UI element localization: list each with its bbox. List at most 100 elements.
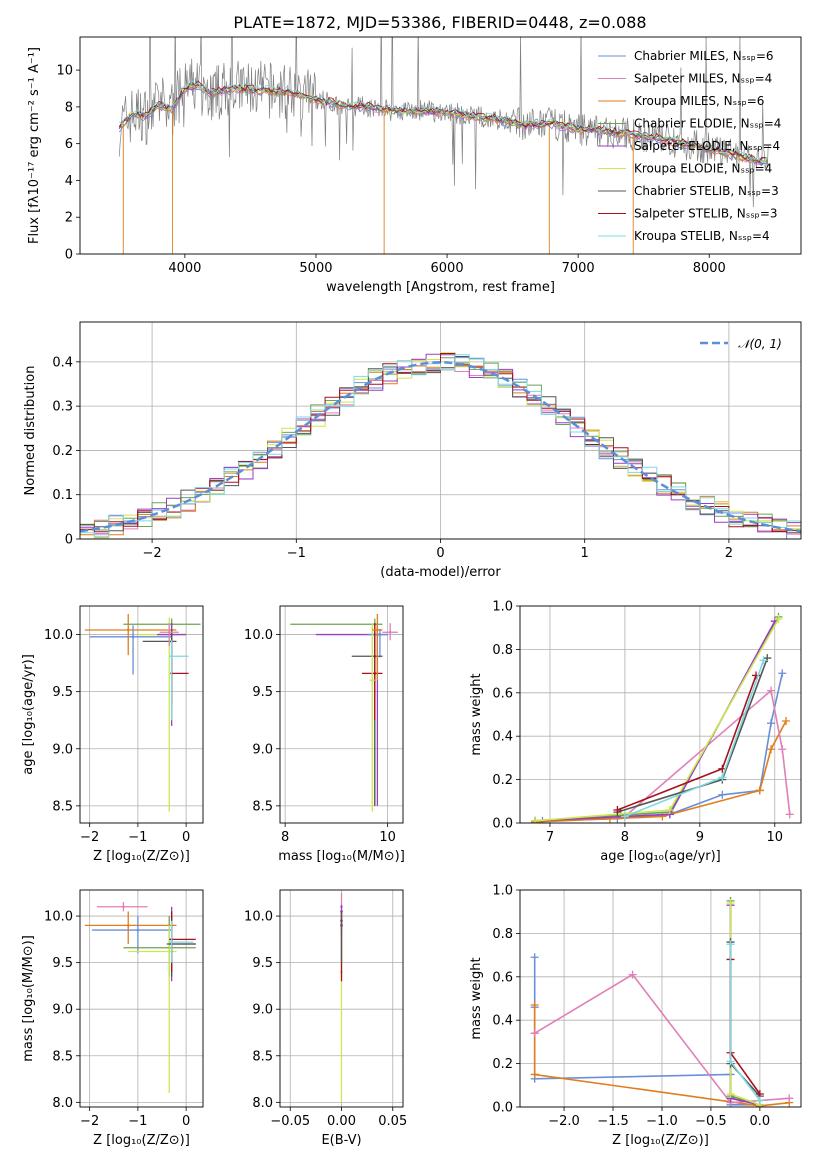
- x-tick-label: −1: [128, 830, 147, 845]
- x-tick-label: 10: [766, 830, 783, 845]
- y-tick-label: 8.5: [52, 1049, 73, 1064]
- x-tick-label: −1.5: [597, 1114, 629, 1129]
- legend-entry: Kroupa ELODIE, Nₛₛₚ=4: [634, 162, 772, 176]
- data-point: [131, 635, 135, 639]
- y-tick-label: 0.0: [492, 817, 513, 832]
- plot-frame: [279, 605, 404, 824]
- age-vs-mass-axes: 8 10 8.5 9.0 9.5 10.0 mass [log₁₀(M/M⊙)]: [244, 605, 405, 864]
- x-axis-label: age [log₁₀(age/yr)]: [600, 849, 721, 864]
- y-tick-label: 0.3: [52, 400, 73, 415]
- mass-vs-Z-marks: [84, 902, 196, 1094]
- weight-vs-Z-axes: −2.0 −1.5 −1.0 −0.5 0.0 0.0 0.2 0.4 0.6 0.8 1.0 Z […: [469, 884, 802, 1148]
- legend-entry: 𝒩(0, 1): [738, 337, 782, 351]
- y-axis-label: age [log₁₀(age/yr)]: [21, 654, 36, 775]
- x-tick-label: −0.5: [695, 1114, 727, 1129]
- y-axis-label: Normed distribution: [23, 366, 38, 496]
- y-tick-label: 8: [65, 100, 73, 115]
- x-axis-label: Z [log₁₀(Z/Z⊙)]: [93, 849, 190, 864]
- y-tick-label: 10.0: [44, 910, 73, 925]
- data-point: [170, 940, 173, 944]
- y-tick-label: 9.0: [52, 742, 73, 757]
- gaussian-curve: [80, 361, 801, 533]
- weight-marker: [530, 1070, 539, 1079]
- y-tick-label: 8.0: [252, 1096, 273, 1111]
- y-axis-label: mass [log₁₀(M/M⊙)]: [21, 935, 36, 1062]
- data-point: [170, 654, 173, 658]
- y-tick-label: 9.0: [252, 742, 273, 757]
- y-tick-label: 0: [65, 533, 73, 548]
- y-tick-label: 10.0: [244, 628, 273, 643]
- plot-frame: [519, 889, 802, 1108]
- weight-marker: [718, 790, 727, 799]
- plot-frame: [79, 605, 204, 824]
- y-tick-label: 0.0: [492, 1101, 513, 1116]
- data-point: [126, 628, 130, 632]
- legend-entry: Kroupa MILES, Nₛₛₚ=6: [634, 94, 764, 108]
- weight-marker: [613, 805, 622, 814]
- x-tick-label: 10: [379, 830, 396, 845]
- x-axis-label: Z [log₁₀(Z/Z⊙)]: [93, 1133, 190, 1148]
- y-tick-label: 2: [65, 211, 73, 226]
- weight-marker: [782, 717, 791, 726]
- data-point: [167, 950, 171, 953]
- spectrum-legend: Chabrier MILES, Nₛₛₚ=6 Salpeter MILES, Nₛ…: [598, 49, 781, 243]
- x-tick-label: 0.0: [750, 1114, 771, 1129]
- x-tick-label: 8: [621, 830, 629, 845]
- weight-line: [534, 720, 787, 823]
- y-tick-label: 10.0: [44, 628, 73, 643]
- x-tick-label: 0: [436, 546, 444, 561]
- y-tick-label: 0.8: [492, 643, 513, 658]
- y-tick-label: 8.0: [52, 1096, 73, 1111]
- weight-line: [729, 905, 761, 1106]
- x-tick-label: −0.05: [270, 1114, 310, 1129]
- age-vs-Z-axes: −2 −1 0 8.5 9.0 9.5 10.0 Z [log₁₀(Z/Z⊙)] age [lo…: [21, 605, 204, 864]
- weight-marker: [718, 773, 727, 782]
- y-tick-label: 0.4: [492, 1014, 513, 1029]
- y-tick-label: 0.4: [52, 355, 73, 370]
- x-tick-label: 2: [725, 546, 733, 561]
- y-tick-label: 9.5: [52, 956, 73, 971]
- weight-marker: [726, 899, 735, 908]
- weight-marker: [759, 656, 768, 665]
- plot-frame: [519, 605, 802, 824]
- plot-frame: [79, 321, 802, 540]
- x-tick-label: 7: [546, 830, 554, 845]
- weight-marker: [767, 745, 776, 754]
- weight-line: [624, 689, 791, 818]
- plot-frame: [79, 889, 204, 1108]
- residual-histogram: [80, 354, 801, 537]
- age-vs-mass-marks: [290, 613, 398, 812]
- x-tick-label: −2: [143, 546, 162, 561]
- weight-marker: [726, 1089, 735, 1098]
- data-point: [126, 924, 130, 927]
- legend-entry: Salpeter ELODIE, Nₛₛₚ=4: [634, 139, 780, 153]
- weight-marker: [628, 970, 637, 979]
- weight-line: [729, 944, 761, 1101]
- x-tick-label: 8: [281, 830, 289, 845]
- weight-vs-age-axes: 7 8 9 10 0.0 0.2 0.4 0.6 0.8 1.0 age [log₁₀(age/yr…: [469, 600, 802, 864]
- y-tick-label: 0.2: [492, 773, 513, 788]
- weight-marker: [530, 816, 539, 823]
- weight-marker: [665, 805, 674, 814]
- weight-vs-age-marks: [530, 612, 794, 823]
- data-point: [378, 633, 382, 636]
- weight-marker: [755, 786, 764, 795]
- y-tick-label: 0.6: [492, 686, 513, 701]
- y-tick-label: 8.5: [252, 1049, 273, 1064]
- y-tick-label: 9.5: [252, 685, 273, 700]
- weight-marker: [785, 1094, 794, 1103]
- weight-marker: [785, 810, 794, 819]
- mass-vs-EBV-marks: [340, 892, 343, 1103]
- weight-vs-Z-marks: [530, 896, 794, 1107]
- x-axis-label: (data-model)/error: [380, 565, 501, 580]
- weight-marker: [774, 615, 783, 624]
- data-point: [373, 672, 377, 675]
- x-tick-label: −1: [287, 546, 306, 561]
- y-tick-label: 4: [65, 174, 73, 189]
- plot-frame: [79, 36, 802, 255]
- weight-marker: [726, 1057, 735, 1066]
- y-tick-label: 8.5: [252, 799, 273, 814]
- model-spectrum-line: [119, 80, 768, 163]
- x-tick-label: 9: [696, 830, 704, 845]
- y-tick-label: 1.0: [492, 884, 513, 899]
